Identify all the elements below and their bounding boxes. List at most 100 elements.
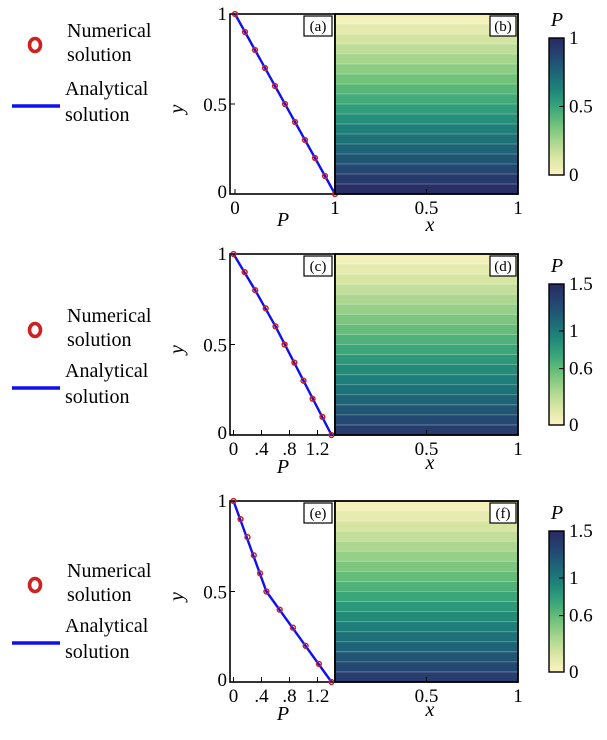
panel-label: (c) xyxy=(310,259,327,275)
legend-numerical-label: Numerical xyxy=(67,305,152,327)
colorbar: P 0 0.5 1 xyxy=(548,9,593,186)
numerical-point xyxy=(261,64,269,72)
analytical-series-line xyxy=(232,253,333,436)
numerical-point xyxy=(289,624,297,631)
legend-numerical-label: Numerical xyxy=(67,20,152,42)
heatmap-cell xyxy=(335,404,518,416)
heatmap-cell xyxy=(335,621,518,633)
legend-numerical-label: Numerical xyxy=(67,560,152,582)
heatmap-panel: 0.5 1 x (d) xyxy=(334,253,523,474)
x-tick-label: .4 xyxy=(254,439,269,460)
x-axis-label: P xyxy=(276,703,289,725)
x-axis-label: P xyxy=(276,209,289,231)
legend-analytical-label: Analytical xyxy=(65,78,149,100)
x-tick-label: 1 xyxy=(330,198,340,219)
heatmap-cell xyxy=(335,631,518,643)
heatmap-cell xyxy=(335,571,518,583)
heatmap-cell xyxy=(335,344,518,356)
x-tick-label: 0 xyxy=(229,439,239,460)
heatmap-cell xyxy=(335,64,518,75)
heatmap-panel: 0.5 1 1 x (b) xyxy=(330,13,523,236)
y-tick-label: 0 xyxy=(218,423,228,444)
y-axis-label: y xyxy=(166,345,188,356)
colorbar-tick-label: 1 xyxy=(569,28,579,49)
y-tick-label: 1 xyxy=(218,4,228,25)
heatmap-cell xyxy=(335,511,518,522)
x-axis-label: x xyxy=(425,699,435,721)
numerical-point xyxy=(271,82,279,90)
heatmap-cell xyxy=(335,651,518,663)
x-tick-label: 1.2 xyxy=(306,686,330,707)
numerical-point xyxy=(300,377,307,384)
panel-label: (d) xyxy=(494,259,512,275)
heatmap-cell xyxy=(335,414,518,426)
heatmap-cell xyxy=(335,541,518,552)
heatmap-cell xyxy=(335,601,518,613)
colorbar-tick-label: 1 xyxy=(569,321,579,342)
x-tick-label: .4 xyxy=(254,686,269,707)
x-tick-label: .8 xyxy=(282,686,296,707)
x-tick-label: 1 xyxy=(330,198,340,219)
legend-analytical-label-2: solution xyxy=(65,641,129,663)
numerical-point xyxy=(302,642,309,649)
colorbar-gradient xyxy=(548,530,565,673)
heatmap-cell xyxy=(335,44,518,55)
heatmap-cell xyxy=(335,264,518,275)
y-tick-label: 0.5 xyxy=(203,336,227,357)
x-tick-label: 0.5 xyxy=(415,198,439,219)
panel-label-box xyxy=(489,15,517,37)
heatmap-cell xyxy=(335,174,518,185)
heatmap-cell xyxy=(335,334,518,346)
x-tick-label: 1 xyxy=(513,198,523,219)
y-axis-label: y xyxy=(166,592,188,603)
heatmap-cell xyxy=(335,24,518,35)
colorbar-tick-label: 1 xyxy=(569,568,579,589)
legend-numerical-label-2: solution xyxy=(67,584,131,606)
numerical-point xyxy=(321,172,329,180)
numerical-point xyxy=(291,118,299,126)
line-panel: 0 0.5 1 y 0 .4 .8 1.2 P (e) xyxy=(166,491,336,725)
x-tick-label: 0 xyxy=(229,686,239,707)
heatmap-cell xyxy=(335,14,518,25)
heatmap-cell xyxy=(335,581,518,593)
row-3: NumericalsolutionAnalyticalsolution00.51… xyxy=(12,491,593,725)
legend-numerical-label-2: solution xyxy=(67,329,131,351)
y-tick-label: 0.5 xyxy=(203,95,227,116)
colorbar-gradient xyxy=(548,283,565,426)
colorbar-title: P xyxy=(550,9,563,31)
row-2: NumericalsolutionAnalyticalsolution00.51… xyxy=(12,244,593,478)
numerical-point xyxy=(291,359,298,366)
heatmap-panel: 0.5 1 x (f) xyxy=(334,500,523,721)
x-tick-label: 0 xyxy=(230,198,240,219)
line-plot-frame xyxy=(229,500,336,683)
panel-label: (b) xyxy=(494,19,512,35)
row-1: NumericalsolutionAnalyticalsolution00.51… xyxy=(12,4,593,236)
y-tick-label: 0.5 xyxy=(203,583,227,604)
heatmap-cell xyxy=(335,254,518,265)
y-tick-label: 1 xyxy=(218,244,228,265)
numerical-point xyxy=(315,660,323,668)
heatmap-cell xyxy=(335,34,518,45)
heatmap-cell xyxy=(335,314,518,325)
heatmap-cell xyxy=(335,374,518,386)
heatmap-cell xyxy=(335,354,518,366)
colorbar: P 0 0.6 1 1.5 xyxy=(548,502,593,683)
heatmap-cell xyxy=(335,641,518,653)
numerical-point xyxy=(237,515,244,523)
panel-label-box xyxy=(303,15,333,37)
panel-label: (a) xyxy=(310,19,327,35)
colorbar-tick-label: 0.6 xyxy=(569,359,593,380)
heatmap-cell xyxy=(335,104,518,115)
panel-label-box xyxy=(489,502,517,524)
heatmap-cell xyxy=(335,364,518,376)
heatmap-cell xyxy=(335,54,518,65)
heatmap-cell xyxy=(335,284,518,295)
numerical-point xyxy=(276,606,283,613)
legend-numerical-label-2: solution xyxy=(67,44,131,66)
colorbar-tick-label: 0.5 xyxy=(569,97,593,118)
numerical-point xyxy=(272,323,279,330)
colorbar-tick-label: 0 xyxy=(569,662,579,683)
numerical-marker-icon xyxy=(27,36,43,54)
heatmap-cell xyxy=(335,611,518,623)
